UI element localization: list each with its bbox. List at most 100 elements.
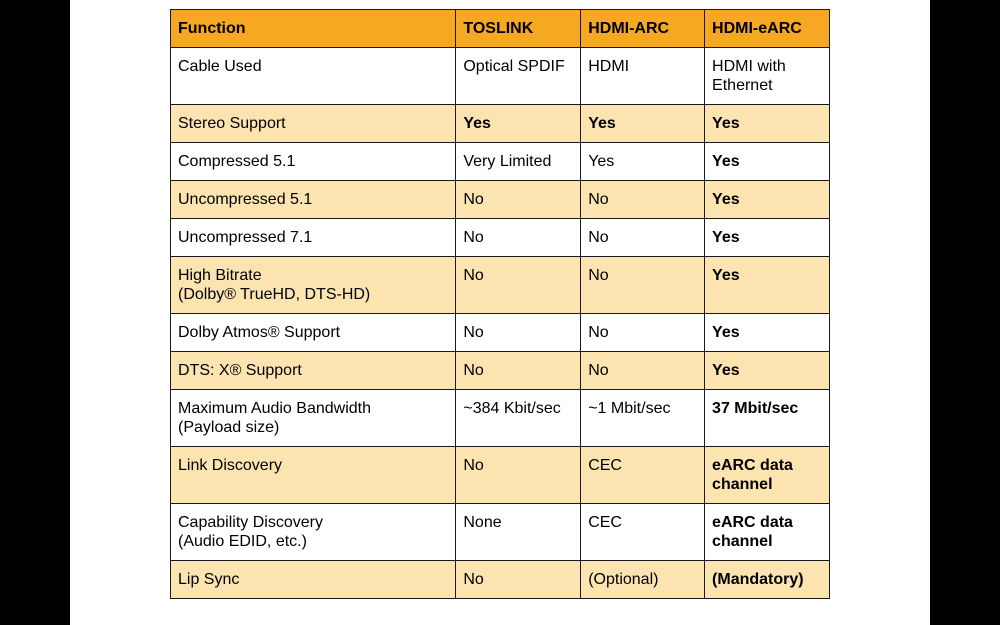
table-header-row: Function TOSLINK HDMI-ARC HDMI-eARC: [169, 9, 830, 48]
cell-text-line: (Audio EDID, etc.): [178, 533, 307, 550]
cell-text-line: No: [463, 571, 484, 588]
toslink-cell: No: [455, 446, 582, 504]
table-row: Compressed 5.1 Very Limited Yes Yes: [169, 142, 830, 181]
table-row: Dolby Atmos® Support No No Yes: [169, 313, 830, 352]
cell-text-line: Capability Discovery: [178, 514, 323, 531]
hdmi-earc-cell: eARC data channel: [704, 503, 830, 561]
hdmi-arc-cell: HDMI: [580, 47, 706, 105]
hdmi-arc-cell: No: [580, 351, 706, 390]
cell-text-line: Maximum Audio Bandwidth: [178, 400, 371, 417]
hdmi-earc-cell: Yes: [704, 142, 830, 181]
cell-text-line: Yes: [712, 324, 740, 341]
cell-text-line: HDMI with: [712, 58, 786, 75]
comparison-table: Function TOSLINK HDMI-ARC HDMI-eARC Cabl…: [169, 9, 830, 599]
cell-text-line: Yes: [588, 153, 615, 170]
header-hdmi-arc: HDMI-ARC: [580, 9, 706, 48]
function-cell: Capability Discovery (Audio EDID, etc.): [169, 503, 457, 561]
table-row: Lip Sync No (Optional) (Mandatory): [169, 560, 830, 599]
cell-text-line: CEC: [588, 457, 622, 474]
hdmi-arc-cell: No: [580, 180, 706, 219]
toslink-cell: Yes: [455, 104, 582, 143]
cell-text-line: Dolby Atmos® Support: [178, 324, 341, 341]
cell-text-line: HDMI: [588, 58, 630, 75]
hdmi-earc-cell: Yes: [704, 351, 830, 390]
cell-text-line: channel: [712, 533, 773, 550]
cell-text-line: High Bitrate: [178, 267, 262, 284]
cell-text-line: Yes: [588, 115, 616, 132]
cell-text-line: eARC data: [712, 457, 793, 474]
table-row: Link Discovery No CEC eARC data channel: [169, 446, 830, 504]
cell-text-line: No: [463, 457, 484, 474]
toslink-cell: No: [455, 218, 582, 257]
cell-text-line: Compressed 5.1: [178, 153, 296, 170]
header-toslink: TOSLINK: [455, 9, 582, 48]
table-row: Stereo Support Yes Yes Yes: [169, 104, 830, 143]
cell-text-line: No: [463, 229, 484, 246]
cell-text-line: channel: [712, 476, 773, 493]
cell-text-line: ~384 Kbit/sec: [463, 400, 561, 417]
cell-text-line: None: [463, 514, 502, 531]
cell-text-line: Lip Sync: [178, 571, 240, 588]
cell-text-line: No: [588, 229, 609, 246]
hdmi-arc-cell: No: [580, 218, 706, 257]
cell-text-line: No: [588, 362, 609, 379]
table-row: High Bitrate (Dolby® TrueHD, DTS-HD) No No Y…: [169, 256, 830, 314]
cell-text-line: (Optional): [588, 571, 659, 588]
header-function: Function: [169, 9, 457, 48]
toslink-cell: No: [455, 256, 582, 314]
cell-text-line: No: [463, 267, 484, 284]
hdmi-earc-cell: (Mandatory): [704, 560, 830, 599]
cell-text-line: Yes: [712, 115, 740, 132]
cell-text-line: No: [588, 324, 609, 341]
hdmi-earc-cell: Yes: [704, 180, 830, 219]
cell-text-line: Stereo Support: [178, 115, 286, 132]
function-cell: Compressed 5.1: [169, 142, 457, 181]
cell-text-line: No: [463, 324, 484, 341]
cell-text-line: Link Discovery: [178, 457, 283, 474]
cell-text-line: Yes: [712, 362, 740, 379]
table-row: Cable Used Optical SPDIF HDMI HDMI with Ethe…: [169, 47, 830, 105]
cell-text-line: Uncompressed 5.1: [178, 191, 313, 208]
cell-text-line: Uncompressed 7.1: [178, 229, 313, 246]
hdmi-earc-cell: Yes: [704, 256, 830, 314]
hdmi-earc-cell: eARC data channel: [704, 446, 830, 504]
toslink-cell: No: [455, 180, 582, 219]
hdmi-earc-cell: Yes: [704, 104, 830, 143]
cell-text-line: No: [588, 267, 609, 284]
cell-text-line: Cable Used: [178, 58, 262, 75]
hdmi-earc-cell: Yes: [704, 313, 830, 352]
cell-text-line: DTS: X® Support: [178, 362, 302, 379]
cell-text-line: CEC: [588, 514, 622, 531]
hdmi-earc-cell: 37 Mbit/sec: [704, 389, 830, 447]
hdmi-earc-cell: HDMI with Ethernet: [704, 47, 830, 105]
table-row: DTS: X® Support No No Yes: [169, 351, 830, 390]
hdmi-earc-cell: Yes: [704, 218, 830, 257]
table-row: Capability Discovery (Audio EDID, etc.) No…: [169, 503, 830, 561]
cell-text-line: Yes: [712, 229, 740, 246]
toslink-cell: Optical SPDIF: [455, 47, 582, 105]
hdmi-arc-cell: No: [580, 313, 706, 352]
cell-text-line: (Dolby® TrueHD, DTS-HD): [178, 286, 371, 303]
table-row: Maximum Audio Bandwidth (Payload size) ~38…: [169, 389, 830, 447]
cell-text-line: Very Limited: [463, 153, 552, 170]
header-hdmi-earc: HDMI-eARC: [704, 9, 830, 48]
cell-text-line: (Payload size): [178, 419, 280, 436]
hdmi-arc-cell: CEC: [580, 503, 706, 561]
toslink-cell: Very Limited: [455, 142, 582, 181]
hdmi-arc-cell: ~1 Mbit/sec: [580, 389, 706, 447]
cell-text-line: 37 Mbit/sec: [712, 400, 799, 417]
cell-text-line: Yes: [712, 267, 740, 284]
function-cell: Dolby Atmos® Support: [169, 313, 457, 352]
slide-page: Function TOSLINK HDMI-ARC HDMI-eARC Cabl…: [70, 0, 930, 625]
table-row: Uncompressed 5.1 No No Yes: [169, 180, 830, 219]
cell-text-line: Yes: [712, 153, 740, 170]
function-cell: Link Discovery: [169, 446, 457, 504]
hdmi-arc-cell: No: [580, 256, 706, 314]
cell-text-line: Optical SPDIF: [463, 58, 565, 75]
cell-text-line: No: [588, 191, 609, 208]
cell-text-line: ~1 Mbit/sec: [588, 400, 671, 417]
cell-text-line: Yes: [712, 191, 740, 208]
cell-text-line: No: [463, 191, 484, 208]
hdmi-arc-cell: Yes: [580, 142, 706, 181]
toslink-cell: ~384 Kbit/sec: [455, 389, 582, 447]
